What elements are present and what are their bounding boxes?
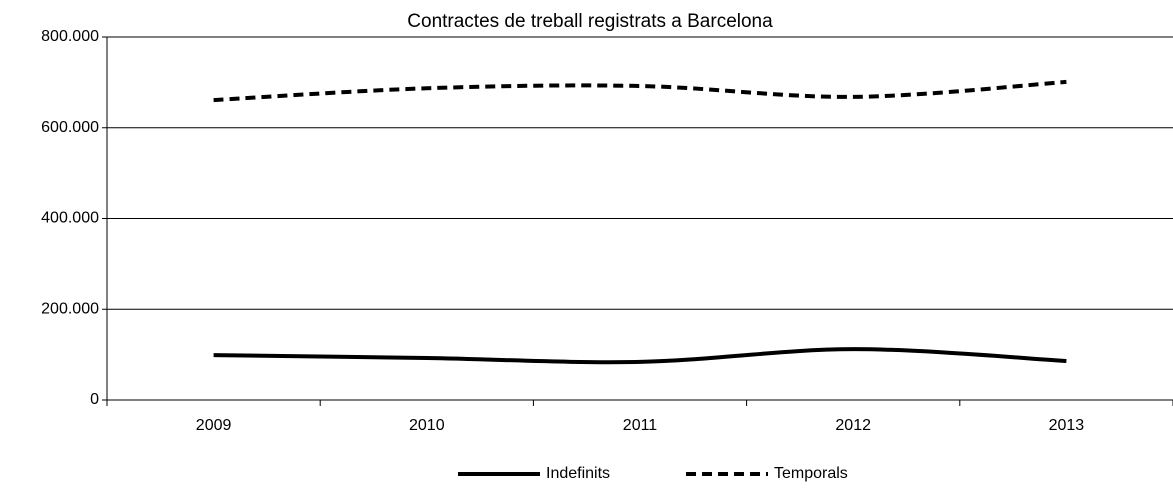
y-tick-label: 600.000 [41,119,99,136]
x-tick-label: 2010 [409,417,445,434]
x-tick-label: 2013 [1049,417,1085,434]
x-tick-label: 2009 [196,417,232,434]
y-tick-label: 0 [90,391,99,408]
y-tick-label: 800.000 [41,28,99,45]
y-tick-label: 200.000 [41,300,99,317]
y-tick-label: 400.000 [41,210,99,227]
line [213,347,1067,365]
legend-label: Temporals [774,465,848,482]
x-tick-label: 2011 [623,417,658,434]
x-tick-label: 2012 [835,417,871,434]
chart-title: Contractes de treball registrats a Barce… [407,11,773,32]
legend-label: Indefinits [546,465,610,482]
line [213,79,1067,103]
